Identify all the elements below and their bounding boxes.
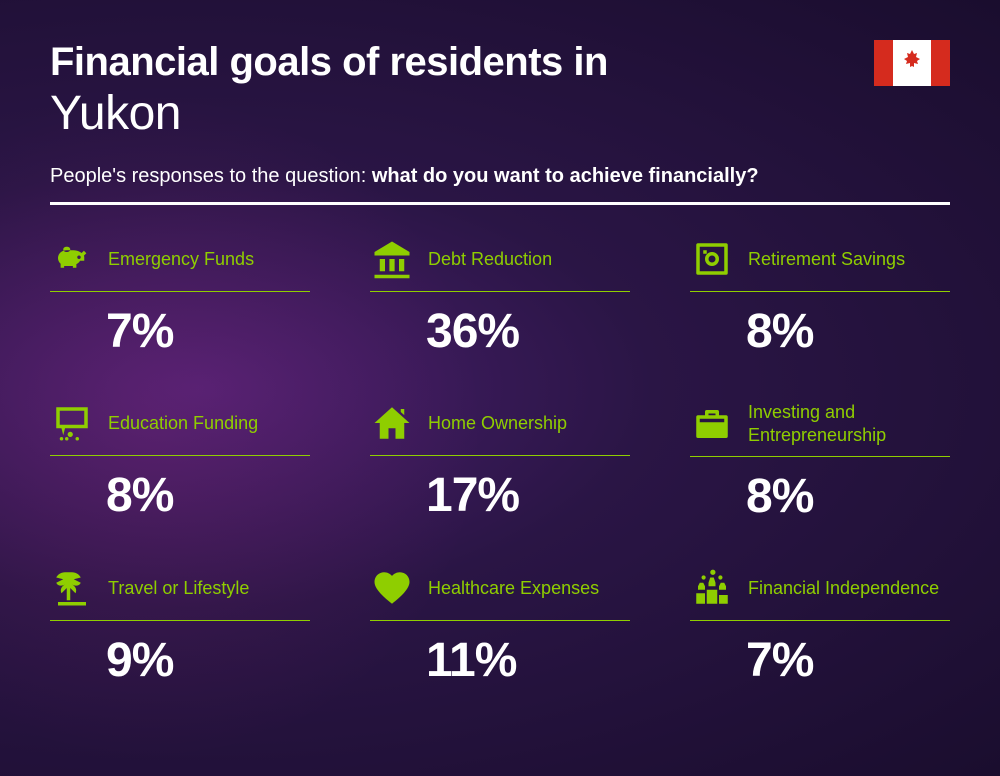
header: Financial goals of residents in Yukon Pe…: [50, 40, 950, 205]
stat-value: 9%: [106, 633, 310, 688]
stat-education-funding: Education Funding 8%: [50, 401, 310, 524]
house-icon: [370, 401, 414, 445]
podium-icon: [690, 566, 734, 610]
presentation-icon: [50, 401, 94, 445]
subtitle: People's responses to the question: what…: [50, 165, 950, 188]
stat-value: 7%: [106, 304, 310, 359]
page-title-prefix: Financial goals of residents in: [50, 40, 950, 84]
palm-icon: [50, 566, 94, 610]
stat-value: 17%: [426, 468, 630, 523]
stat-label: Investing and Entrepreneurship: [748, 401, 950, 446]
stat-label: Healthcare Expenses: [428, 577, 599, 600]
canada-flag-icon: [874, 40, 950, 86]
stat-value: 8%: [106, 468, 310, 523]
stat-financial-independence: Financial Independence 7%: [690, 566, 950, 688]
piggy-bank-icon: [50, 237, 94, 281]
heart-pulse-icon: [370, 566, 414, 610]
stat-retirement-savings: Retirement Savings 8%: [690, 237, 950, 359]
stat-label: Financial Independence: [748, 577, 939, 600]
stats-grid: Emergency Funds 7% Debt Reduction 36% Re…: [50, 237, 950, 688]
page-title-region: Yukon: [50, 86, 950, 141]
stat-label: Emergency Funds: [108, 248, 254, 271]
stat-home-ownership: Home Ownership 17%: [370, 401, 630, 524]
divider: [50, 202, 950, 205]
subtitle-lead: People's responses to the question:: [50, 165, 372, 187]
stat-investing: Investing and Entrepreneurship 8%: [690, 401, 950, 524]
stat-value: 8%: [746, 304, 950, 359]
stat-label: Travel or Lifestyle: [108, 577, 249, 600]
stat-healthcare: Healthcare Expenses 11%: [370, 566, 630, 688]
subtitle-bold: what do you want to achieve financially?: [372, 165, 759, 187]
briefcase-icon: [690, 402, 734, 446]
stat-label: Education Funding: [108, 412, 258, 435]
stat-travel-lifestyle: Travel or Lifestyle 9%: [50, 566, 310, 688]
bank-icon: [370, 237, 414, 281]
stat-label: Debt Reduction: [428, 248, 552, 271]
stat-debt-reduction: Debt Reduction 36%: [370, 237, 630, 359]
stat-label: Retirement Savings: [748, 248, 905, 271]
stat-value: 36%: [426, 304, 630, 359]
stat-value: 11%: [426, 633, 630, 688]
stat-value: 7%: [746, 633, 950, 688]
stat-emergency-funds: Emergency Funds 7%: [50, 237, 310, 359]
safe-icon: [690, 237, 734, 281]
stat-label: Home Ownership: [428, 412, 567, 435]
stat-value: 8%: [746, 469, 950, 524]
